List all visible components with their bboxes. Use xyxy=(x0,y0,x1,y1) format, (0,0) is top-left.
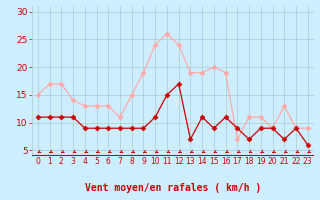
Text: Vent moyen/en rafales ( km/h ): Vent moyen/en rafales ( km/h ) xyxy=(85,183,261,193)
